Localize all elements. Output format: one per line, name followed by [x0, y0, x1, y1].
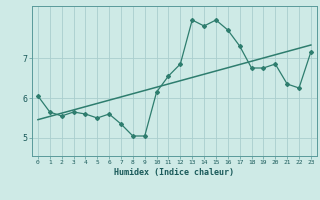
X-axis label: Humidex (Indice chaleur): Humidex (Indice chaleur): [115, 168, 234, 177]
